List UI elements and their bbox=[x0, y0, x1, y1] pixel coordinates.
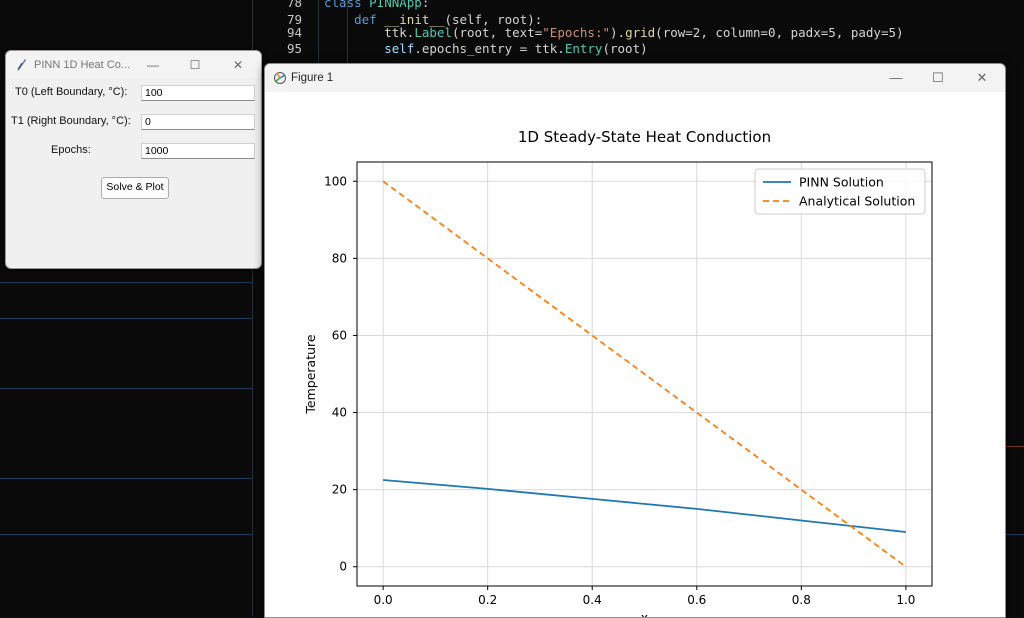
series-line-pinn bbox=[383, 479, 906, 533]
y-axis-label: Temperature bbox=[303, 334, 318, 414]
tk-app-window: PINN 1D Heat Co... — ☐ ✕ T0 (Left Bounda… bbox=[5, 50, 262, 269]
solve-plot-button[interactable]: Solve & Plot bbox=[101, 177, 169, 199]
maximize-button[interactable]: ☐ bbox=[189, 57, 201, 72]
editor-divider bbox=[0, 478, 252, 479]
t0-label: T0 (Left Boundary, °C): bbox=[15, 86, 128, 98]
line-number: 95 bbox=[286, 41, 302, 56]
y-tick-label: 20 bbox=[332, 483, 347, 497]
x-tick-label: 0.6 bbox=[687, 593, 706, 607]
editor-divider bbox=[0, 534, 252, 535]
editor-border bbox=[252, 0, 253, 616]
series-line-analytical bbox=[382, 180, 907, 568]
line-number: 94 bbox=[286, 25, 302, 40]
code-line: 78 class PINNApp: bbox=[262, 0, 429, 12]
plot-canvas: 0.0 0.2 0.4 0.6 0.8 1.0 0 20 40 60 80 100 1D Steady-… bbox=[303, 128, 933, 617]
x-tick-label: 1.0 bbox=[896, 593, 915, 607]
editor-divider bbox=[0, 318, 252, 319]
y-tick-label: 0 bbox=[339, 560, 347, 574]
figure-maximize-button[interactable]: ☐ bbox=[932, 69, 944, 85]
editor-divider bbox=[1004, 534, 1024, 535]
y-tick-label: 80 bbox=[332, 251, 347, 265]
chart-title: 1D Steady-State Heat Conduction bbox=[518, 128, 771, 146]
figure-window: Figure 1 — ☐ ✕ 0.0 0.2 0.4 0.6 0.8 1.0 0 20 40 60… bbox=[264, 63, 1006, 618]
code-line: 79 def __init__(self, root): bbox=[262, 11, 542, 29]
x-tick-label: 0.0 bbox=[374, 593, 393, 607]
editor-divider bbox=[1004, 446, 1024, 447]
x-tick-label: 0.8 bbox=[792, 593, 811, 607]
y-tick-label: 60 bbox=[332, 328, 347, 342]
figure-titlebar[interactable]: Figure 1 — ☐ ✕ bbox=[265, 64, 1005, 92]
epochs-input[interactable] bbox=[141, 143, 255, 159]
legend-box bbox=[754, 168, 926, 215]
figure-title: Figure 1 bbox=[291, 72, 334, 84]
t1-row: T1 (Right Boundary, °C): bbox=[6, 112, 261, 132]
t1-input[interactable] bbox=[141, 114, 255, 130]
y-tick-label: 40 bbox=[332, 406, 347, 420]
t0-input[interactable] bbox=[141, 85, 255, 101]
tk-titlebar[interactable]: PINN 1D Heat Co... — ☐ ✕ bbox=[6, 51, 261, 78]
editor-divider bbox=[0, 388, 252, 389]
line-number: 78 bbox=[286, 0, 302, 10]
close-button[interactable]: ✕ bbox=[232, 57, 244, 72]
y-tick-label: 100 bbox=[324, 174, 347, 188]
line-number: 79 bbox=[286, 12, 302, 27]
x-tick-label: 0.2 bbox=[478, 593, 497, 607]
epochs-row: Epochs: bbox=[6, 141, 261, 161]
t0-row: T0 (Left Boundary, °C): bbox=[6, 83, 261, 103]
t1-label: T1 (Right Boundary, °C): bbox=[11, 115, 131, 127]
x-tick-label: 0.4 bbox=[583, 593, 602, 607]
x-axis-label: x bbox=[641, 610, 648, 617]
code-line: 94 ttk.Label(root, text="Epochs:").grid(… bbox=[262, 24, 904, 42]
tk-window-title: PINN 1D Heat Co... bbox=[34, 58, 130, 71]
epochs-label: Epochs: bbox=[51, 144, 91, 156]
code-line: 95 self.epochs_entry = ttk.Entry(root) bbox=[262, 40, 648, 58]
legend-label: PINN Solution bbox=[799, 175, 884, 190]
figure-close-button[interactable]: ✕ bbox=[976, 69, 988, 85]
matplotlib-icon bbox=[274, 72, 286, 84]
feather-icon bbox=[17, 58, 26, 71]
figure-minimize-button[interactable]: — bbox=[889, 70, 903, 85]
editor-divider bbox=[0, 282, 252, 283]
axes-frame bbox=[356, 161, 933, 587]
minimize-button[interactable]: — bbox=[147, 57, 159, 72]
legend-label: Analytical Solution bbox=[799, 194, 915, 209]
